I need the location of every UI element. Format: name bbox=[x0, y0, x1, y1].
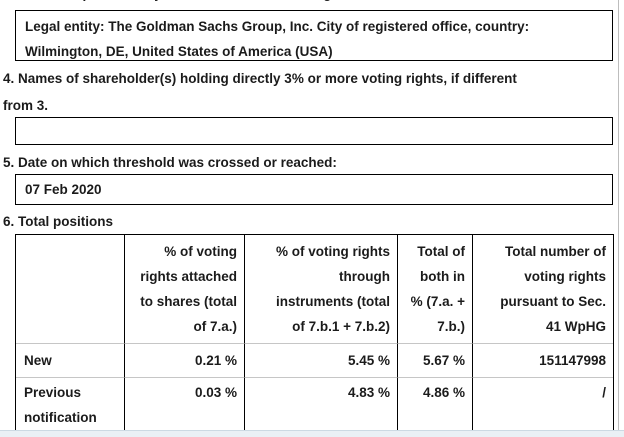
header-cell-empty bbox=[16, 235, 125, 343]
section5-heading: 5. Date on which threshold was crossed o… bbox=[3, 155, 337, 170]
row-previous-instruments-pct: 4.83 % bbox=[245, 377, 398, 430]
header-cell-voting-rights-instruments: % of voting rights through instruments (to… bbox=[245, 235, 398, 343]
row-new-label: New bbox=[16, 343, 125, 377]
row-previous-label: Previous notification bbox=[16, 377, 125, 430]
row-previous-shares-pct: 0.03 % bbox=[125, 377, 245, 430]
threshold-date-value: 07 Feb 2020 bbox=[25, 182, 102, 197]
section4-value-box bbox=[15, 117, 613, 145]
threshold-date-box: 07 Feb 2020 bbox=[15, 174, 613, 205]
page-bottom-edge bbox=[0, 430, 624, 437]
clipped-section3-heading: 3. Details of person subject to the noti… bbox=[3, 0, 613, 7]
clipped-section3-heading-text: 3. Details of person subject to the noti… bbox=[3, 0, 613, 6]
row-new-instruments-pct: 5.45 % bbox=[245, 343, 398, 377]
page-right-edge bbox=[618, 0, 619, 430]
row-previous-total-pct: 4.86 % bbox=[398, 377, 473, 430]
header-cell-voting-rights-shares: % of voting rights attached to shares (tot… bbox=[125, 235, 245, 343]
header-cell-total-both: Total of both in% (7.a. +7.b.) bbox=[398, 235, 473, 343]
row-previous-total-voting-rights: / bbox=[473, 377, 613, 430]
section6-heading: 6. Total positions bbox=[3, 214, 114, 229]
row-new-total-voting-rights: 151147998 bbox=[473, 343, 613, 377]
row-new-total-pct: 5.67 % bbox=[398, 343, 473, 377]
section4-heading: 4. Names of shareholder(s) holding direc… bbox=[3, 71, 517, 113]
legal-entity-box: Legal entity: The Goldman Sachs Group, I… bbox=[15, 10, 613, 61]
header-cell-total-number: Total number of voting rights pursuant to … bbox=[500, 244, 606, 334]
row-new-shares-pct: 0.21 % bbox=[125, 343, 245, 377]
total-positions-table: % of voting rights attached to shares (tot… bbox=[15, 234, 614, 431]
